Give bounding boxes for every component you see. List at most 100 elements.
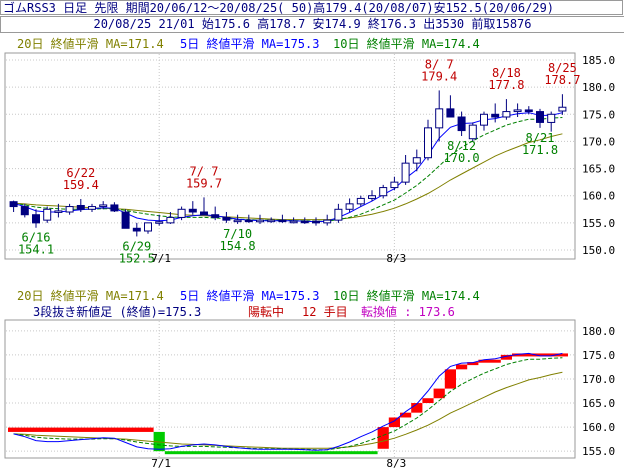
- legend-ma10: 10日 終値平滑 MA=174.4: [333, 36, 480, 51]
- y-tick-label: 165.0: [582, 397, 615, 410]
- ma5-line: [13, 112, 563, 223]
- line-break-brick: [411, 403, 423, 413]
- line-break-brick: [478, 359, 501, 363]
- ma5-line-lower: [13, 352, 563, 451]
- line-break-brick: [433, 388, 445, 399]
- x-tick-label: 8/3: [386, 457, 406, 470]
- candle-body: [110, 204, 119, 212]
- annotation-value: 177.8: [488, 78, 524, 92]
- line-break-brick: [8, 427, 154, 432]
- header-title: ゴムRSS3 日足 先限 期間20/06/12～20/08/25( 50)高17…: [0, 0, 623, 15]
- candle-body: [155, 221, 164, 224]
- y-tick-label: 185.0: [582, 54, 615, 67]
- sanbon-label: 3段抜き新値足 (終値)=175.3: [33, 304, 201, 319]
- candle-body: [121, 211, 130, 229]
- y-tick-label: 180.0: [582, 325, 615, 338]
- candle-body: [99, 204, 108, 208]
- candle-body: [368, 195, 376, 199]
- legend-ma20: 20日 終値平滑 MA=171.4: [17, 36, 164, 51]
- trend-status: 陽転中: [248, 304, 284, 319]
- candle-body: [424, 127, 432, 159]
- reversal-value: 転換値 : 173.6: [361, 304, 455, 319]
- candle-body: [256, 219, 264, 223]
- line-break-brick: [500, 354, 512, 360]
- candle-body: [166, 216, 175, 224]
- candle-body: [200, 211, 208, 216]
- y-tick-label: 160.0: [582, 421, 615, 434]
- y-tick-label: 160.0: [582, 190, 615, 203]
- candle-body: [88, 206, 96, 210]
- annotation-date: 8/18: [492, 66, 521, 80]
- candle-body: [32, 214, 40, 224]
- candle-body: [457, 116, 466, 132]
- lower-plot-frame: [4, 319, 576, 459]
- y-tick-label: 180.0: [582, 81, 615, 94]
- line-break-brick: [388, 417, 400, 428]
- annotation-value: 159.4: [63, 178, 99, 192]
- annotation-value: 170.0: [444, 151, 480, 165]
- line-break-brick: [512, 353, 568, 357]
- line-break-brick: [400, 412, 412, 418]
- annotation-date: 8/12: [447, 139, 476, 153]
- annotation-value: 171.8: [522, 143, 558, 157]
- candle-body: [323, 219, 332, 224]
- x-tick-label: 7/1: [151, 457, 171, 470]
- line-break-brick: [467, 362, 479, 366]
- y-tick-label: 150.0: [582, 244, 615, 257]
- candle-body: [278, 219, 287, 223]
- annotation-value: 154.1: [18, 243, 54, 257]
- annotation-date: 8/25: [548, 61, 577, 75]
- annotation-date: 6/29: [122, 239, 151, 253]
- candle-body: [401, 162, 410, 183]
- legend-ma20-lower: 20日 終値平滑 MA=171.4: [17, 288, 164, 303]
- candle-body: [356, 197, 365, 205]
- annotation-date: 7/ 7: [190, 164, 219, 178]
- candle-body: [468, 124, 477, 140]
- candle-body: [412, 157, 421, 164]
- ma10-line: [13, 117, 563, 222]
- candle-body: [547, 113, 556, 123]
- candle-body: [379, 187, 388, 197]
- candle-body: [558, 106, 567, 112]
- y-tick-label: 175.0: [582, 349, 615, 362]
- x-tick-label: 7/1: [151, 252, 171, 265]
- candle-body: [244, 219, 253, 223]
- candle-body: [211, 214, 220, 218]
- annotation-value: 179.4: [421, 69, 457, 83]
- annotation-value: 159.7: [186, 176, 222, 190]
- annotation-value: 154.8: [220, 239, 256, 253]
- candle-body: [345, 203, 354, 210]
- candle-body: [491, 113, 500, 118]
- candle-body: [222, 216, 231, 221]
- candle-body: [54, 210, 63, 213]
- annotation-date: 7/10: [223, 227, 252, 241]
- x-tick-label: 8/3: [386, 252, 406, 265]
- candle-body: [390, 181, 399, 189]
- y-tick-label: 170.0: [582, 373, 615, 386]
- candle-body: [233, 219, 242, 223]
- candle-body: [132, 227, 141, 232]
- candle-body: [334, 208, 343, 221]
- candle-body: [267, 219, 276, 223]
- candle-body: [300, 220, 309, 224]
- annotation-value: 178.7: [544, 73, 580, 87]
- trend-count: 12 手目: [302, 305, 348, 319]
- y-tick-label: 165.0: [582, 163, 615, 176]
- annotation-date: 8/21: [526, 131, 555, 145]
- candle-body: [536, 111, 544, 123]
- candle-body: [502, 111, 511, 118]
- y-tick-label: 155.0: [582, 445, 615, 458]
- line-break-brick: [456, 364, 468, 370]
- candle-body: [446, 108, 455, 118]
- y-tick-label: 170.0: [582, 135, 615, 148]
- candle-body: [177, 208, 186, 218]
- candle-body: [312, 220, 320, 224]
- ma10-line-lower: [13, 357, 563, 451]
- ma20-line-lower: [13, 371, 563, 449]
- annotation-value: 152.5: [119, 251, 155, 265]
- line-break-brick: [377, 427, 389, 449]
- legend-ma10-lower: 10日 終値平滑 MA=174.4: [333, 288, 480, 303]
- candle-body: [144, 222, 152, 232]
- candle-body: [188, 208, 197, 213]
